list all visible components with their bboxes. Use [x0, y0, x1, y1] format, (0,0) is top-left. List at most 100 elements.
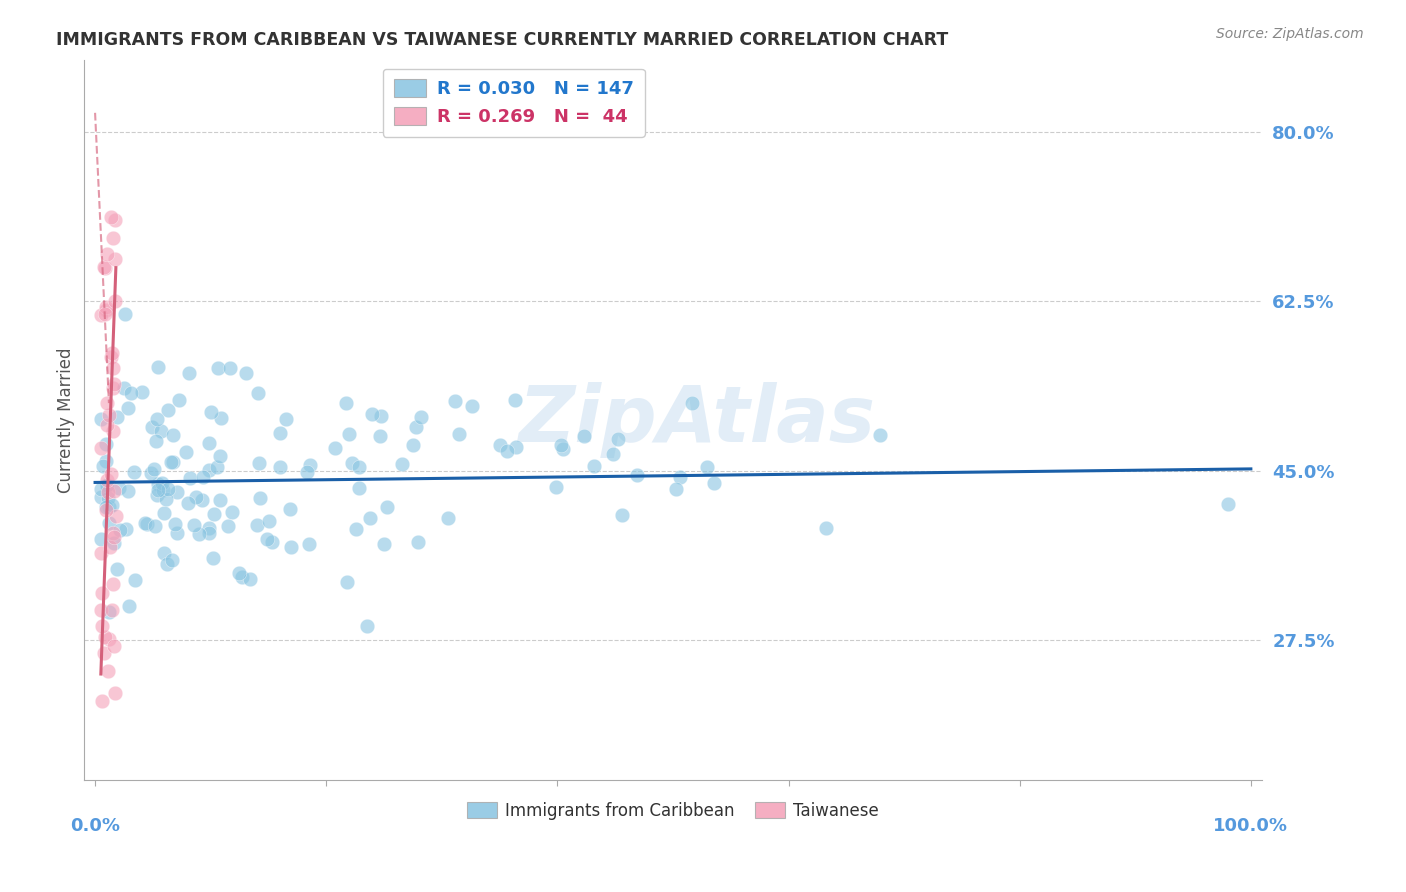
Text: 0.0%: 0.0%	[70, 817, 120, 835]
Point	[391, 457, 413, 471]
Point	[373, 537, 395, 551]
Point	[96, 479, 118, 493]
Point	[98, 540, 121, 554]
Point	[96, 478, 118, 492]
Point	[339, 426, 361, 441]
Point	[101, 231, 124, 245]
Point	[90, 490, 112, 504]
Point	[152, 506, 174, 520]
Point	[219, 360, 242, 375]
Point	[191, 470, 214, 484]
Point	[257, 515, 280, 529]
Point	[356, 618, 378, 632]
Point	[104, 686, 127, 700]
Point	[503, 393, 526, 408]
Point	[368, 429, 391, 443]
Point	[152, 546, 174, 560]
Point	[117, 401, 139, 416]
Point	[165, 517, 187, 532]
Point	[118, 599, 141, 614]
Point	[612, 508, 634, 522]
Point	[90, 586, 112, 600]
Point	[150, 424, 173, 438]
Point	[280, 540, 302, 554]
Point	[207, 360, 229, 375]
Point	[187, 526, 209, 541]
Point	[93, 260, 115, 275]
Point	[323, 441, 346, 455]
Point	[96, 500, 118, 514]
Point	[815, 521, 838, 535]
Point	[155, 491, 177, 506]
Point	[105, 410, 128, 425]
Point	[402, 438, 425, 452]
Point	[179, 366, 201, 380]
Point	[269, 460, 291, 475]
Point	[160, 553, 183, 567]
Point	[146, 488, 169, 502]
Point	[94, 503, 117, 517]
Point	[1216, 496, 1239, 510]
Point	[104, 294, 127, 309]
Point	[411, 409, 433, 424]
Point	[139, 466, 162, 480]
Point	[405, 420, 427, 434]
Point	[869, 427, 891, 442]
Point	[197, 520, 219, 534]
Point	[91, 619, 114, 633]
Point	[104, 212, 127, 227]
Point	[96, 417, 118, 432]
Point	[349, 481, 371, 495]
Point	[681, 396, 703, 410]
Point	[209, 493, 232, 508]
Point	[97, 485, 120, 500]
Point	[202, 508, 225, 522]
Point	[280, 501, 302, 516]
Point	[141, 419, 163, 434]
Point	[295, 465, 318, 479]
Point	[183, 518, 205, 533]
Point	[375, 500, 398, 514]
Point	[101, 498, 124, 512]
Point	[90, 442, 112, 456]
Point	[274, 411, 297, 425]
Point	[103, 531, 125, 545]
Point	[101, 526, 124, 541]
Point	[489, 438, 512, 452]
Point	[101, 381, 124, 395]
Point	[347, 459, 370, 474]
Point	[209, 449, 232, 463]
Point	[131, 385, 153, 400]
Point	[105, 562, 128, 576]
Point	[162, 455, 184, 469]
Point	[201, 550, 224, 565]
Point	[94, 437, 117, 451]
Point	[93, 646, 115, 660]
Point	[120, 385, 142, 400]
Point	[98, 605, 121, 619]
Point	[157, 403, 180, 417]
Point	[146, 412, 169, 426]
Point	[101, 576, 124, 591]
Point	[550, 438, 572, 452]
Point	[103, 377, 125, 392]
Point	[299, 458, 322, 472]
Point	[150, 476, 173, 491]
Point	[159, 455, 181, 469]
Legend: Immigrants from Caribbean, Taiwanese: Immigrants from Caribbean, Taiwanese	[460, 795, 886, 826]
Point	[228, 566, 250, 581]
Point	[91, 693, 114, 707]
Point	[176, 496, 198, 510]
Point	[217, 518, 239, 533]
Point	[101, 346, 124, 360]
Point	[544, 480, 567, 494]
Point	[262, 535, 284, 549]
Point	[104, 509, 127, 524]
Point	[269, 425, 291, 440]
Point	[134, 516, 156, 530]
Point	[336, 575, 359, 590]
Point	[97, 500, 120, 515]
Point	[96, 473, 118, 487]
Point	[198, 435, 221, 450]
Point	[626, 467, 648, 482]
